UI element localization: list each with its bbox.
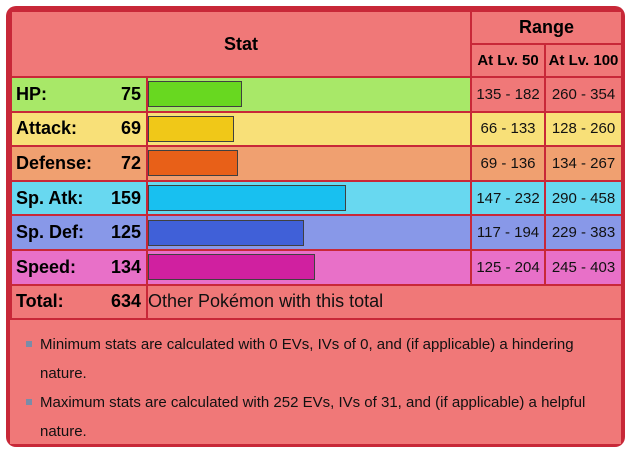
range-column-header: Range [470,10,624,45]
stat-row: Sp. Def: 125 117 - 194 229 - 383 [10,214,624,251]
stat-value: 159 [110,187,141,208]
note-maximum-stats: Maximum stats are calculated with 252 EV… [26,388,611,446]
stat-bar [148,219,304,246]
range-lv50: 135 - 182 [470,76,547,113]
lv50-column-header: At Lv. 50 [470,43,547,78]
stat-column-header: Stat [9,10,473,78]
total-row: Total: 634 Other Pokémon with this total [10,283,624,320]
stat-name-cell: Sp. Atk: 159 [10,179,148,217]
stat-bar-cell [145,110,473,148]
stat-name-cell: Speed: 134 [10,248,148,286]
stat-value: 125 [110,222,141,243]
stat-row: Defense: 72 69 - 136 134 - 267 [10,145,624,182]
range-lv50: 66 - 133 [470,110,547,148]
stat-value: 75 [120,83,141,104]
stat-value: 69 [120,118,141,139]
stat-name-cell: Defense: 72 [10,145,148,182]
stat-row: Speed: 134 125 - 204 245 - 403 [10,248,624,286]
stat-bar [148,150,238,177]
stats-table: Stat Range At Lv. 50 At Lv. 100 HP: 75 135… [9,10,624,320]
range-lv100: 128 - 260 [544,110,624,148]
range-lv100: 245 - 403 [544,248,624,286]
stat-name-cell: Sp. Def: 125 [10,214,148,251]
notes-section: Minimum stats are calculated with 0 EVs,… [10,318,621,444]
other-pokemon-link-cell: Other Pokémon with this total [145,283,624,320]
stat-bar [148,185,346,212]
stat-bar-cell [145,76,473,113]
stat-bar-cell [145,214,473,251]
total-label: Total: [16,291,64,312]
range-lv100: 134 - 267 [544,145,624,182]
stat-row: HP: 75 135 - 182 260 - 354 [10,76,624,113]
stat-name: Sp. Def: [16,222,85,243]
stat-bar-cell [145,179,473,217]
stat-row: Attack: 69 66 - 133 128 - 260 [10,110,624,148]
range-lv50: 69 - 136 [470,145,547,182]
total-value: 634 [110,291,141,312]
total-cell: Total: 634 [10,283,148,320]
range-lv50: 147 - 232 [470,179,547,217]
note-minimum-stats: Minimum stats are calculated with 0 EVs,… [26,330,611,388]
stat-name: Sp. Atk: [16,187,84,208]
stat-value: 72 [120,152,141,173]
stat-bar [148,81,242,108]
stat-bar [148,254,315,281]
range-lv50: 125 - 204 [470,248,547,286]
other-pokemon-link[interactable]: Other Pokémon with this total [148,291,384,312]
range-lv100: 260 - 354 [544,76,624,113]
lv100-column-header: At Lv. 100 [544,43,624,78]
stat-bar-cell [145,145,473,182]
stat-name-cell: HP: 75 [10,76,148,113]
stat-bar [148,115,234,142]
stat-name: HP: [16,83,47,104]
stat-name-cell: Attack: 69 [10,110,148,148]
stat-value: 134 [110,256,141,277]
stat-bar-cell [145,248,473,286]
stat-name: Speed: [16,256,77,277]
range-lv100: 290 - 458 [544,179,624,217]
range-lv50: 117 - 194 [470,214,547,251]
range-lv100: 229 - 383 [544,214,624,251]
stat-row: Sp. Atk: 159 147 - 232 290 - 458 [10,179,624,217]
stat-name: Attack: [16,118,78,139]
stat-name: Defense: [16,152,93,173]
